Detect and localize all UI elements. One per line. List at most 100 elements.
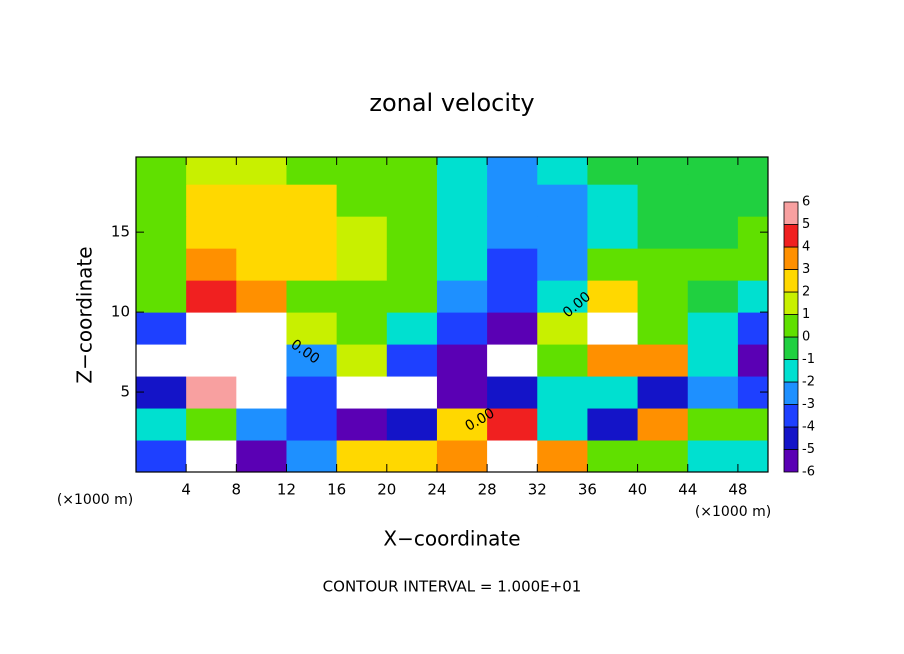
cell <box>436 280 488 313</box>
colorbar-box <box>783 359 799 383</box>
colorbar-label: 2 <box>802 285 810 300</box>
cell <box>186 312 237 345</box>
colorbar-label: 5 <box>802 217 810 232</box>
cell <box>587 376 639 409</box>
cell <box>637 157 689 185</box>
x-tick-label: 28 <box>478 481 497 499</box>
cell <box>487 216 538 249</box>
colorbar-box <box>783 336 799 360</box>
x-tick-label: 12 <box>277 481 296 499</box>
cell <box>286 184 338 217</box>
cell <box>637 216 689 249</box>
cell <box>737 312 768 345</box>
cell <box>186 157 237 185</box>
cell <box>737 184 768 217</box>
cell <box>587 344 639 377</box>
x-tick-label: 4 <box>181 481 191 499</box>
cell <box>687 248 739 281</box>
cell <box>236 248 287 281</box>
y-tick-label: 10 <box>111 303 130 321</box>
cell <box>687 157 739 185</box>
colorbar-box <box>783 269 799 293</box>
colorbar-label: -6 <box>802 465 815 480</box>
cell <box>336 157 388 185</box>
y-tick-label: 5 <box>120 383 130 401</box>
colorbar-label: 3 <box>802 262 810 277</box>
cell <box>386 216 438 249</box>
cell <box>136 344 187 377</box>
cell <box>487 184 538 217</box>
cell <box>737 248 768 281</box>
cell <box>637 184 689 217</box>
cell <box>737 344 768 377</box>
colorbar-label: 4 <box>802 240 810 255</box>
y-tick-label: 15 <box>111 223 130 241</box>
cell <box>537 440 588 472</box>
cell <box>386 408 438 441</box>
cell <box>286 157 338 185</box>
cell <box>136 440 187 472</box>
cell <box>537 184 588 217</box>
cell <box>336 280 388 313</box>
colorbar-label: 6 <box>802 195 810 210</box>
colorbar-label: -2 <box>802 375 815 390</box>
colorbar-label: -5 <box>802 442 815 457</box>
cell <box>386 280 438 313</box>
cell <box>136 312 187 345</box>
cell <box>386 440 438 472</box>
cell <box>286 440 338 472</box>
x-tick-label: 36 <box>578 481 597 499</box>
cell <box>737 440 768 472</box>
cell <box>286 248 338 281</box>
cell <box>186 280 237 313</box>
colorbar-box <box>783 381 799 405</box>
cell <box>236 344 287 377</box>
cell <box>587 408 639 441</box>
cell <box>487 280 538 313</box>
cell <box>537 344 588 377</box>
cell <box>637 312 689 345</box>
cell <box>386 157 438 185</box>
cell <box>286 344 338 377</box>
cell <box>436 376 488 409</box>
cell <box>386 344 438 377</box>
cell <box>537 216 588 249</box>
cell <box>386 184 438 217</box>
colorbar-box <box>783 426 799 450</box>
cell <box>186 440 237 472</box>
colorbar-label: 1 <box>802 307 810 322</box>
cell <box>587 184 639 217</box>
cell <box>236 216 287 249</box>
y-unit: (×1000 m) <box>57 492 133 508</box>
x-unit: (×1000 m) <box>695 504 771 520</box>
cell <box>336 216 388 249</box>
cell <box>336 248 388 281</box>
x-axis-label: X−coordinate <box>383 527 520 551</box>
cell <box>737 408 768 441</box>
cell <box>687 344 739 377</box>
cell <box>136 248 187 281</box>
cell <box>537 312 588 345</box>
cell <box>537 157 588 185</box>
colorbar-label: 0 <box>802 330 810 345</box>
cell <box>436 440 488 472</box>
cell <box>537 248 588 281</box>
colorbar-box <box>783 224 799 248</box>
cell <box>136 216 187 249</box>
cell <box>587 157 639 185</box>
cell <box>687 184 739 217</box>
colorbar-box <box>783 246 799 270</box>
cell <box>637 408 689 441</box>
colorbar-box <box>783 404 799 428</box>
cell <box>687 440 739 472</box>
cell <box>436 408 488 441</box>
cell <box>487 157 538 185</box>
cell <box>687 408 739 441</box>
cell <box>236 157 287 185</box>
x-tick-label: 20 <box>377 481 396 499</box>
y-axis-label: Z−coordinate <box>73 246 97 383</box>
cell <box>186 408 237 441</box>
cell <box>587 216 639 249</box>
cell <box>136 408 187 441</box>
